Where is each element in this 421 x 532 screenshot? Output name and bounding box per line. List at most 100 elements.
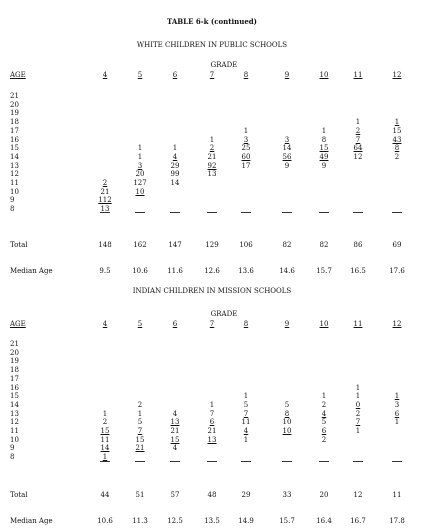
- table-cell: 1: [355, 383, 361, 392]
- table-cell: 13: [100, 205, 110, 214]
- column-separator: [241, 461, 251, 462]
- age-label: 17: [10, 126, 19, 135]
- table-cell: 56: [282, 152, 292, 161]
- table-cell: 1: [137, 409, 143, 418]
- age-label: 14: [10, 152, 19, 161]
- grade-header-12: 12: [392, 320, 402, 328]
- age-label: 9: [10, 196, 15, 205]
- table-cell: 1: [355, 118, 361, 127]
- grade-header-9: 9: [284, 320, 290, 328]
- median-value: 11.3: [132, 517, 148, 525]
- median-value: 13.6: [238, 267, 254, 275]
- grade-header-11: 11: [353, 71, 363, 79]
- age-label: 9: [10, 444, 15, 453]
- table-cell: 2: [355, 409, 361, 418]
- table-cell: 21: [100, 187, 110, 196]
- age-label: 19: [10, 357, 19, 366]
- total-value: 82: [282, 241, 292, 249]
- age-heading: AGE: [10, 320, 26, 328]
- age-label: 12: [10, 170, 19, 179]
- total-value: 148: [98, 241, 112, 249]
- table-cell: 21: [170, 427, 180, 435]
- total-value: 162: [133, 241, 147, 249]
- table-cell: 2: [394, 152, 400, 161]
- table-cell: 3: [284, 135, 290, 144]
- age-label: 15: [10, 144, 19, 153]
- table-cell: 0: [355, 400, 361, 409]
- table-cell: 13: [207, 435, 217, 444]
- grade-header-10: 10: [319, 71, 329, 79]
- median-value: 16.7: [350, 517, 366, 525]
- total-value: 57: [170, 491, 180, 499]
- total-label: Total: [10, 491, 28, 499]
- median-value: 9.5: [99, 267, 111, 275]
- grade-header-9: 9: [284, 71, 290, 79]
- grade-heading: GRADE: [210, 310, 238, 318]
- table-cell: 1: [394, 392, 400, 401]
- table-cell: 7: [137, 427, 143, 435]
- table-cell: 2: [321, 400, 327, 409]
- median-value: 10.6: [97, 517, 113, 525]
- median-value: 11.6: [167, 267, 183, 275]
- column-separator: [282, 461, 292, 462]
- table-cell: 11: [241, 418, 251, 427]
- total-value: 147: [168, 241, 182, 249]
- total-value: 106: [239, 241, 253, 249]
- table-cell: 2: [355, 126, 361, 135]
- table-cell: 99: [170, 170, 180, 179]
- age-label: 20: [10, 100, 19, 109]
- table-cell: 43: [392, 135, 402, 144]
- age-label: 13: [10, 161, 19, 170]
- table-cell: 64: [353, 144, 363, 153]
- table-cell: 15: [170, 435, 180, 444]
- table-cell: 1: [243, 126, 249, 135]
- table-cell: 29: [170, 161, 180, 170]
- column-separator: [319, 461, 329, 462]
- table-cell: 8: [321, 135, 327, 144]
- table-cell: 20: [135, 170, 145, 179]
- grade-header-5: 5: [137, 71, 143, 79]
- grade-header-12: 12: [392, 71, 402, 79]
- median-label: Median Age: [10, 517, 53, 525]
- table-cell: 2: [137, 400, 143, 409]
- table-cell: 1: [243, 392, 249, 401]
- total-value: 33: [282, 491, 292, 499]
- table-cell: 9: [284, 161, 290, 170]
- table-cell: 25: [241, 144, 251, 153]
- table-cell: 60: [241, 152, 251, 161]
- total-value: 51: [135, 491, 145, 499]
- column-separator: [392, 212, 402, 213]
- column-separator: [319, 212, 329, 213]
- median-value: 17.6: [389, 267, 405, 275]
- table-cell: 15: [319, 144, 329, 153]
- age-heading: AGE: [10, 71, 26, 79]
- table-cell: 7: [209, 409, 215, 418]
- age-label: 18: [10, 366, 19, 375]
- grade-header-5: 5: [137, 320, 143, 328]
- table-cell: 7: [355, 135, 361, 144]
- table-cell: 127: [133, 179, 147, 187]
- median-value: 13.5: [204, 517, 220, 525]
- age-label: 12: [10, 418, 19, 427]
- table-cell: 5: [321, 418, 327, 427]
- median-value: 14.6: [279, 267, 295, 275]
- table-cell: 8: [284, 409, 290, 418]
- age-label: 14: [10, 400, 19, 409]
- age-label: 11: [10, 427, 19, 435]
- table-cell: 1: [355, 427, 361, 435]
- table-cell: 14: [170, 179, 180, 187]
- table-cell: 1: [209, 400, 215, 409]
- column-separator: [170, 212, 180, 213]
- grade-header-8: 8: [243, 71, 249, 79]
- age-label: 17: [10, 374, 19, 383]
- table-cell: 12: [353, 152, 363, 161]
- table-cell: 1: [321, 126, 327, 135]
- median-value: 16.5: [350, 267, 366, 275]
- age-label: 10: [10, 187, 19, 196]
- grade-header-4: 4: [102, 320, 108, 328]
- column-separator: [170, 461, 180, 462]
- grade-header-11: 11: [353, 320, 363, 328]
- table-cell: 13: [207, 170, 217, 179]
- grade-header-8: 8: [243, 320, 249, 328]
- total-value: 29: [241, 491, 251, 499]
